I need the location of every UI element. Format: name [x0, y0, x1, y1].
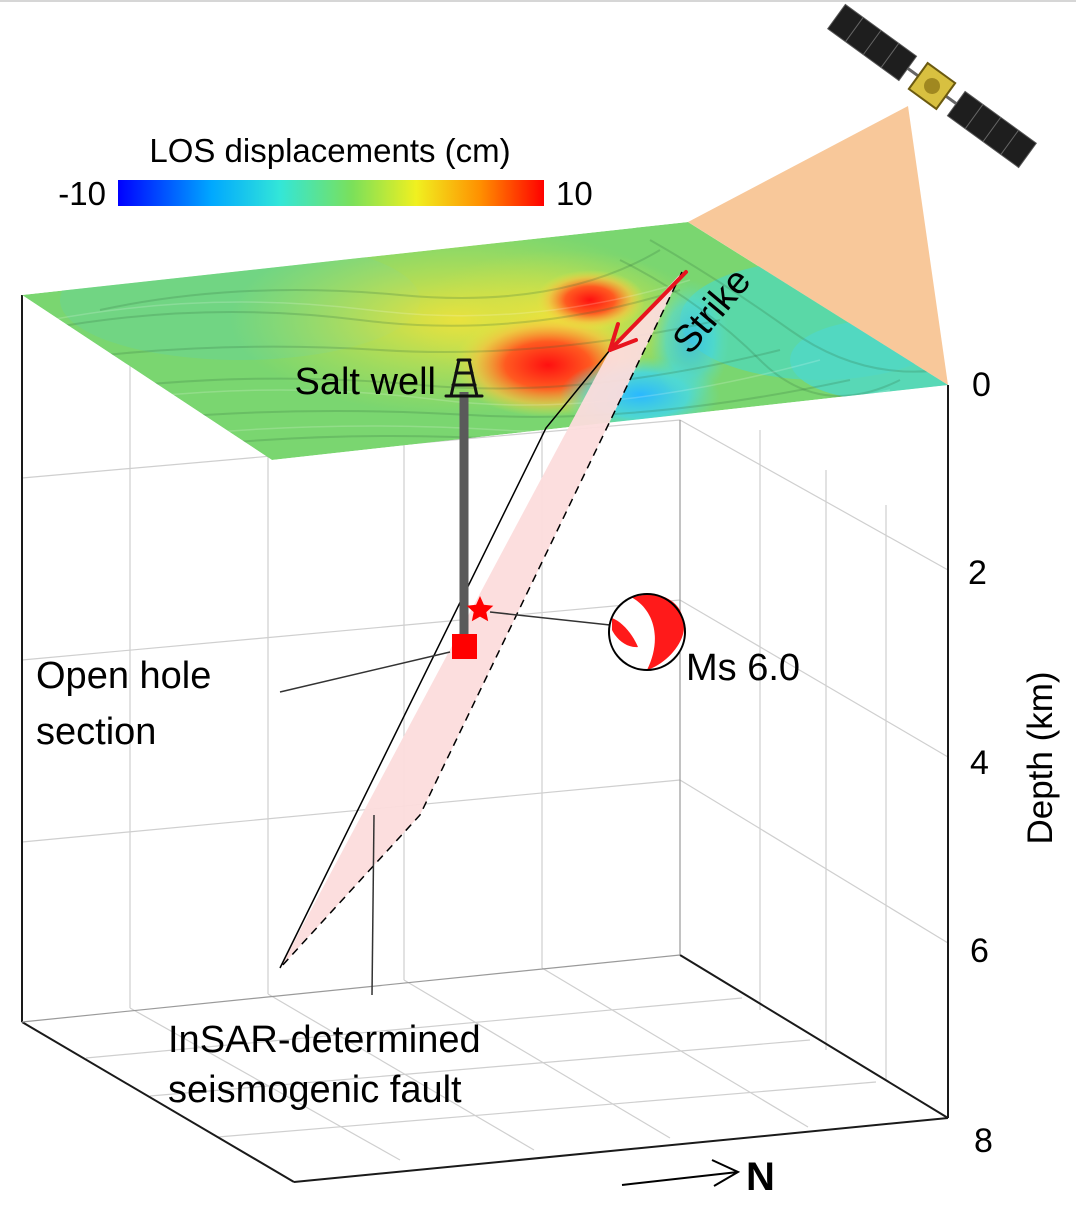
magnitude-label: Ms 6.0 — [686, 647, 800, 689]
hypocenter-leader — [489, 611, 611, 626]
depth-tick-8: 8 — [974, 1122, 993, 1160]
north-arrow-icon — [621, 1159, 741, 1187]
fault-label-line1: InSAR-determined — [168, 1019, 481, 1061]
north-label: N — [746, 1155, 775, 1199]
fault-label-line2: seismogenic fault — [168, 1069, 462, 1111]
salt-well-icon — [444, 358, 484, 398]
colorbar-min-label: -10 — [58, 175, 106, 212]
salt-well-label: Salt well — [295, 361, 437, 403]
depth-tick-0: 0 — [972, 366, 991, 404]
colorbar-max-label: 10 — [556, 175, 593, 212]
depth-tick-6: 6 — [970, 932, 989, 970]
colorbar — [118, 180, 544, 206]
fault-plane — [280, 272, 682, 968]
fault-trace-solid — [279, 349, 611, 969]
insar-beam — [688, 106, 948, 385]
satellite-icon — [827, 3, 1037, 169]
depth-tick-4: 4 — [970, 744, 989, 782]
depth-tick-2: 2 — [968, 554, 987, 592]
open-hole-marker — [452, 634, 477, 659]
open-hole-label-line1: Open hole — [36, 655, 211, 697]
box-frame — [21, 295, 949, 1183]
open-hole-leader — [279, 651, 451, 693]
colorbar-title: LOS displacements (cm) — [149, 132, 510, 169]
hypocenter-star — [466, 596, 494, 622]
fault-leader — [371, 814, 375, 996]
focal-mechanism-beachball — [608, 593, 686, 671]
depth-axis-label: Depth (km) — [1021, 671, 1060, 844]
fault-trace-dashed — [279, 271, 683, 969]
back-edge — [21, 954, 681, 1023]
strike-arrow — [608, 270, 688, 352]
open-hole-label-line2: section — [36, 711, 156, 753]
